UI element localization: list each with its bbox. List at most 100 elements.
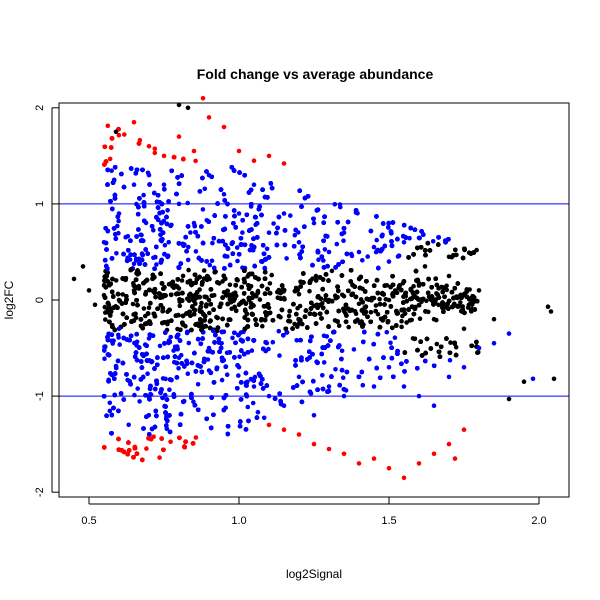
data-point [113, 278, 119, 283]
data-point [389, 239, 394, 244]
data-point [344, 369, 350, 375]
data-point [207, 325, 213, 331]
data-point [147, 332, 153, 338]
data-point [341, 238, 346, 243]
data-point [219, 377, 225, 383]
data-point [148, 383, 153, 389]
data-point [243, 427, 249, 432]
data-point [223, 214, 228, 219]
data-point [361, 339, 366, 345]
data-point [308, 306, 314, 311]
data-point [341, 308, 347, 314]
data-point [313, 273, 319, 279]
data-point [227, 317, 233, 323]
data-point [427, 248, 433, 253]
data-point [137, 399, 142, 404]
data-point [121, 184, 127, 190]
data-point [174, 360, 180, 366]
data-point [284, 330, 290, 335]
data-point [254, 415, 260, 420]
data-point [130, 301, 136, 307]
data-point [353, 319, 358, 324]
data-point [311, 216, 316, 222]
data-point [399, 324, 404, 330]
data-point [107, 319, 112, 325]
data-point [316, 257, 321, 263]
data-point [313, 278, 319, 283]
data-point [336, 262, 341, 267]
data-point [115, 291, 121, 297]
data-point [436, 285, 442, 291]
data-point [459, 295, 464, 301]
data-point [411, 311, 417, 317]
data-point [102, 348, 107, 353]
data-point [229, 241, 235, 246]
data-point [195, 233, 201, 239]
data-point [102, 445, 107, 450]
data-point [162, 243, 168, 248]
data-point [323, 272, 329, 277]
data-point [126, 448, 132, 453]
data-point [242, 268, 247, 274]
data-point [453, 352, 459, 358]
data-point [297, 188, 303, 193]
data-point [184, 361, 190, 366]
data-point [167, 377, 173, 382]
data-point [325, 263, 330, 269]
data-point [140, 252, 145, 258]
data-point [177, 338, 183, 343]
data-point [123, 234, 128, 240]
data-point [215, 315, 220, 321]
data-point [419, 353, 425, 358]
data-point [107, 408, 113, 414]
data-point [188, 230, 193, 235]
data-point [265, 311, 271, 316]
data-point [319, 316, 324, 321]
data-point [191, 399, 196, 405]
data-point [317, 311, 323, 317]
data-point [388, 229, 394, 234]
data-point [272, 396, 278, 402]
data-point [411, 284, 416, 289]
data-point [134, 234, 139, 239]
data-point [210, 240, 215, 246]
data-point [107, 156, 113, 162]
data-point [146, 436, 151, 441]
data-point [423, 252, 428, 258]
data-point [249, 243, 254, 248]
data-point [157, 343, 163, 349]
data-point [241, 291, 247, 296]
data-point [200, 175, 205, 181]
data-point [224, 372, 230, 378]
data-point [414, 278, 419, 283]
data-point [322, 247, 328, 252]
plot-area [59, 95, 569, 481]
data-point [323, 297, 328, 303]
data-point [380, 221, 386, 226]
data-point [279, 283, 285, 288]
data-point [133, 171, 139, 176]
data-point [132, 392, 137, 398]
data-point [153, 294, 158, 300]
data-point [119, 171, 124, 177]
data-point [377, 324, 383, 330]
data-point [222, 253, 228, 259]
data-point [321, 265, 327, 270]
data-point [340, 375, 346, 381]
data-point [274, 230, 279, 236]
data-point [418, 339, 424, 345]
data-point [152, 146, 158, 151]
data-point [116, 335, 121, 340]
data-point [103, 310, 108, 315]
data-point [362, 289, 368, 294]
data-point [311, 378, 316, 384]
data-point [238, 419, 243, 424]
data-point [232, 304, 237, 310]
data-point [120, 311, 126, 317]
data-point [399, 361, 404, 367]
data-point [116, 218, 121, 224]
data-point [195, 382, 201, 387]
data-point [294, 383, 300, 388]
data-point [371, 341, 377, 347]
data-point [255, 409, 261, 415]
